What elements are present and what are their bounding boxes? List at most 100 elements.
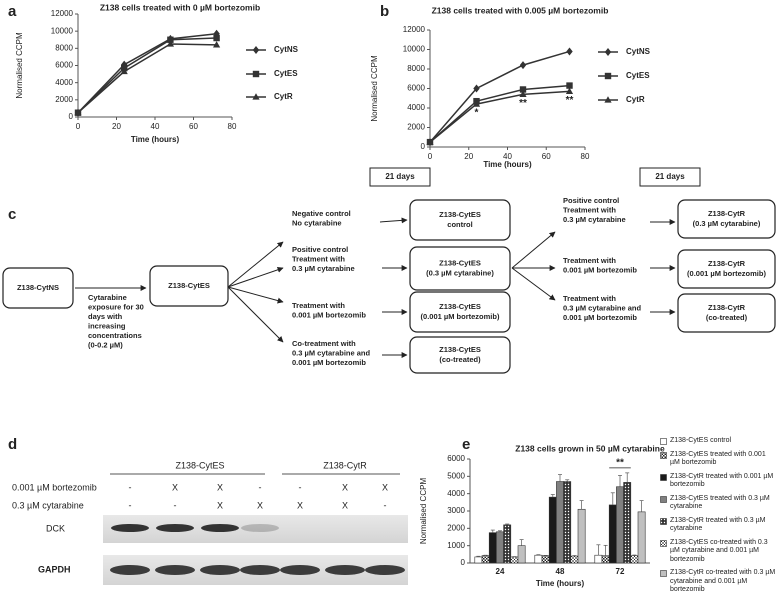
- edge-label: Treatment with: [292, 301, 345, 310]
- lane-mark: -: [299, 482, 302, 492]
- legend-swatch-fill: [660, 539, 667, 547]
- x-axis-label: Time (hours): [483, 160, 532, 169]
- legend-item: Z138-CytR treated with 0.001 µM bortezom…: [660, 473, 777, 490]
- arrow: [227, 286, 284, 304]
- y-tick-label: 0: [421, 142, 426, 151]
- marker: [166, 40, 174, 47]
- legend-item: Z138-CytES treated with 0.001 µM bortezo…: [660, 451, 777, 468]
- y-tick-label: 4000: [55, 78, 73, 87]
- bar: [608, 504, 617, 564]
- bar: [534, 554, 543, 564]
- bar: [570, 555, 579, 564]
- band: [201, 524, 239, 532]
- bar: [577, 508, 586, 564]
- node-label: Z138-CytES: [439, 210, 481, 219]
- x-axis-label: Time (hours): [536, 579, 585, 588]
- band: [111, 524, 149, 532]
- node-label: Z138-CytR: [708, 209, 746, 218]
- legend-label: Z138-CytES control: [670, 437, 732, 444]
- lane-mark: -: [129, 482, 132, 492]
- legend-marker: [604, 48, 612, 56]
- legend-swatch-fill: [660, 517, 667, 525]
- band: [280, 565, 320, 575]
- edge-label: Treatment with: [563, 256, 616, 265]
- bar: [616, 486, 624, 564]
- x-tick-label: 60: [542, 152, 551, 161]
- y-tick-label: 12000: [403, 25, 426, 34]
- marker: [519, 86, 527, 93]
- marker: [213, 34, 220, 42]
- y-tick-label: 6000: [407, 84, 425, 93]
- edge-label: Co-treatment with: [292, 339, 356, 348]
- lane-mark: X: [217, 482, 223, 492]
- legend-label: Z138-CytR treated with 0.001 µM bortezom…: [670, 472, 774, 489]
- lane-mark: X: [217, 500, 223, 510]
- node-box: [149, 265, 229, 307]
- legend-label: CytR: [274, 92, 293, 101]
- error-bar: [519, 539, 524, 546]
- band: [110, 565, 150, 575]
- x-tick-label: 0: [76, 122, 81, 131]
- y-tick-label: 4000: [447, 489, 465, 498]
- y-tick-label: 6000: [447, 454, 465, 463]
- y-tick-label: 3000: [447, 506, 465, 515]
- y-tick-label: 0: [69, 112, 74, 121]
- band: [155, 565, 195, 575]
- edge-label: 0.3 µM cytarabine: [292, 264, 355, 273]
- y-tick-label: 6000: [55, 61, 73, 70]
- band: [156, 524, 194, 532]
- y-tick-label: 2000: [447, 523, 465, 532]
- series-line: [429, 84, 570, 143]
- y-tick-label: 2000: [55, 95, 73, 104]
- legend-label: Z138-CytR co-treated with 0.3 µM cytarab…: [670, 569, 776, 593]
- band: [325, 565, 365, 575]
- bar: [637, 511, 646, 564]
- y-tick-label: 0: [461, 558, 466, 567]
- legend-label: CytNS: [274, 45, 299, 54]
- x-tick-label: 40: [151, 122, 160, 131]
- bar: [623, 482, 632, 564]
- edge-label: Negative control: [292, 209, 351, 218]
- x-axis-label: Time (hours): [131, 135, 180, 144]
- y-tick-label: 2000: [407, 123, 425, 132]
- node-label: Z138-CytR: [708, 259, 746, 268]
- group-label: Z138-CytES: [175, 460, 224, 470]
- x-tick-label: 48: [556, 567, 565, 576]
- legend-swatch: [660, 473, 667, 481]
- bar: [503, 524, 512, 564]
- node-label: (co-treated): [706, 313, 748, 322]
- marker: [519, 61, 527, 70]
- annotation: **: [616, 458, 624, 469]
- edge-label: 0.3 µM cytarabine and: [563, 303, 642, 312]
- marker: [426, 138, 434, 145]
- legend-swatch: [660, 451, 667, 459]
- band: [365, 565, 405, 575]
- legend-marker: [252, 93, 260, 100]
- band: [240, 565, 280, 575]
- marker: [213, 41, 221, 48]
- panel-label: b: [380, 3, 389, 20]
- x-tick-label: 72: [616, 567, 625, 576]
- arrow: [227, 286, 284, 343]
- node-label: control: [447, 220, 472, 229]
- error-bar: [639, 500, 644, 512]
- legend-marker: [252, 46, 260, 54]
- legend-label: CytNS: [626, 47, 651, 56]
- legend-marker: [604, 72, 612, 80]
- node-label: (0.3 µM cytarabine): [426, 268, 494, 277]
- legend-swatch: [660, 570, 667, 577]
- legend-item: Z138-CytES control: [660, 437, 777, 446]
- node-label: (0.001 µM bortezomib): [687, 269, 766, 278]
- x-tick-label: 40: [503, 152, 512, 161]
- legend-marker: [252, 70, 260, 78]
- legend-label: Z138-CytES treated with 0.001 µM bortezo…: [670, 450, 766, 467]
- legend: Z138-CytES control Z138-CytES treated wit…: [660, 437, 777, 593]
- x-tick-label: 20: [112, 122, 121, 131]
- duration-box: [369, 167, 431, 187]
- y-tick-label: 12000: [51, 9, 74, 18]
- bar: [594, 554, 603, 564]
- legend-swatch-fill: [660, 451, 667, 459]
- error-bar: [536, 554, 541, 556]
- edge-label: (0-0.2 µM): [88, 340, 123, 349]
- error-bar: [618, 475, 622, 487]
